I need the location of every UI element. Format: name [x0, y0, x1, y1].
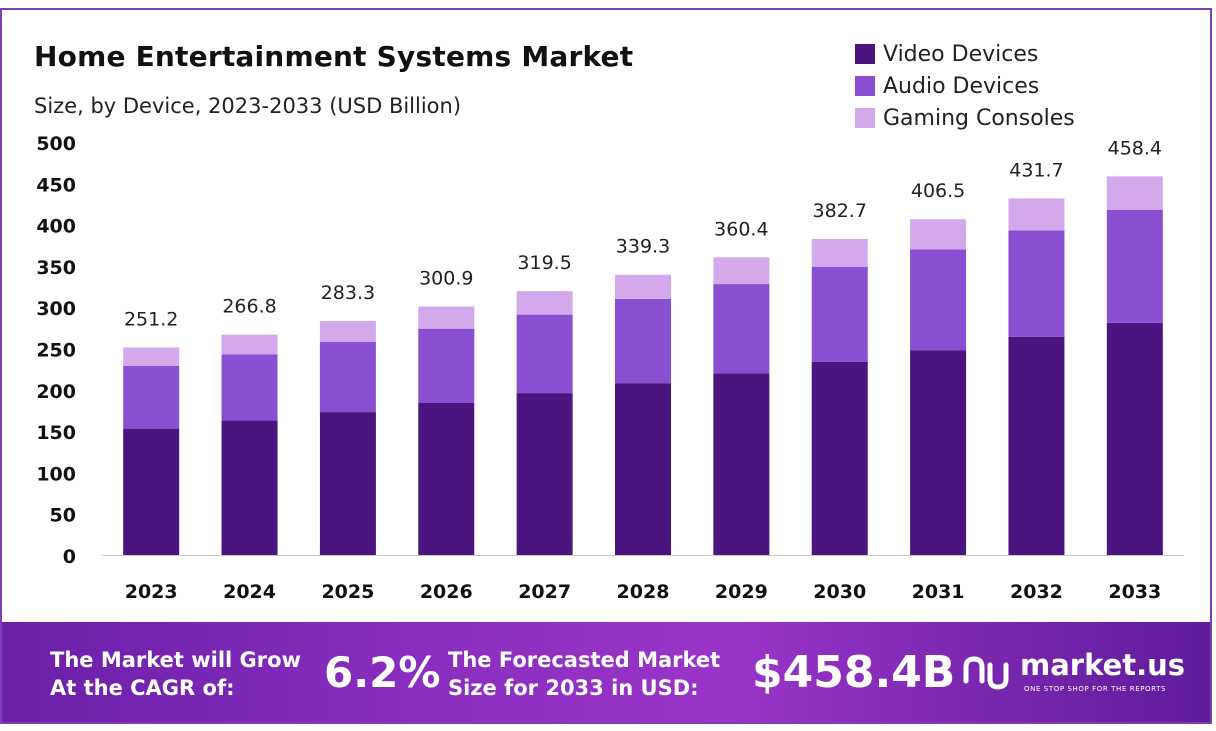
cagr-label: The Market will Grow At the CAGR of: [50, 646, 301, 702]
bar-segment-video-devices [221, 420, 278, 555]
brand-name: market.us [1020, 648, 1186, 682]
bar-segment-gaming-consoles [221, 334, 278, 355]
legend-item-video-devices: Video Devices [855, 38, 1075, 70]
legend-item-audio-devices: Audio Devices [855, 70, 1075, 102]
x-tick-label: 2031 [912, 581, 965, 603]
brand-tagline: ONE STOP SHOP FOR THE REPORTS [1024, 685, 1167, 693]
forecast-label-line1: The Forecasted Market [448, 648, 721, 672]
total-data-label: 360.4 [714, 218, 768, 240]
bar-segment-audio-devices [1008, 230, 1065, 337]
bar-segment-video-devices [811, 361, 868, 555]
chart-card: Home Entertainment Systems Market Size, … [0, 8, 1212, 724]
cagr-label-line2: At the CAGR of: [50, 676, 235, 700]
total-data-label: 382.7 [813, 200, 867, 222]
legend-label: Gaming Consoles [883, 105, 1075, 131]
forecast-label: The Forecasted Market Size for 2033 in U… [448, 646, 720, 702]
y-tick-label: 350 [36, 257, 76, 279]
chart-subtitle: Size, by Device, 2023-2033 (USD Billion) [34, 94, 462, 118]
y-tick-label: 400 [36, 216, 76, 238]
bar-segment-video-devices [615, 383, 671, 555]
bar-segment-audio-devices [516, 314, 573, 394]
bar-segment-audio-devices [910, 249, 967, 351]
bar-segment-gaming-consoles [123, 347, 180, 366]
bar-segment-video-devices [418, 403, 475, 555]
total-data-label: 251.2 [124, 309, 178, 331]
chart-title: Home Entertainment Systems Market [34, 40, 634, 73]
bar-segment-gaming-consoles [713, 257, 770, 285]
bar-segment-video-devices [516, 393, 573, 555]
bar-segment-gaming-consoles [910, 219, 967, 250]
footer-banner: The Market will Grow At the CAGR of: 6.2… [2, 622, 1210, 722]
market-us-logo-icon [963, 656, 1009, 690]
bar-segment-audio-devices [1106, 209, 1163, 323]
x-tick-label: 2033 [1108, 581, 1161, 603]
x-tick-label: 2029 [715, 581, 768, 603]
x-tick-label: 2024 [223, 581, 276, 603]
bar-segment-video-devices [123, 428, 180, 555]
bar-segment-audio-devices [811, 266, 868, 362]
legend-label: Video Devices [883, 41, 1039, 67]
bar-segment-audio-devices [615, 298, 671, 384]
bar-segment-audio-devices [418, 328, 475, 404]
bar-segment-video-devices [1008, 336, 1065, 555]
bar-segment-gaming-consoles [1106, 176, 1163, 210]
bar-segment-video-devices [1106, 322, 1163, 555]
legend: Video Devices Audio Devices Gaming Conso… [855, 38, 1075, 134]
bar-segment-audio-devices [123, 365, 180, 429]
legend-item-gaming-consoles: Gaming Consoles [855, 102, 1075, 134]
cagr-label-line1: The Market will Grow [50, 648, 301, 672]
x-tick-label: 2026 [420, 581, 473, 603]
bar-segment-gaming-consoles [615, 274, 671, 299]
bar-segment-audio-devices [713, 284, 770, 374]
total-data-label: 431.7 [1009, 159, 1063, 181]
forecast-value: $458.4B [752, 647, 956, 698]
stacked-bar-chart: 0 50 100 150 200 250 300 350 400 450 500 251.2 2023 2… [36, 133, 1184, 603]
legend-label: Audio Devices [883, 73, 1040, 99]
total-data-label: 266.8 [222, 296, 276, 318]
total-data-label: 319.5 [517, 252, 571, 274]
y-tick-label: 500 [36, 133, 76, 155]
total-data-label: 283.3 [321, 282, 375, 304]
bar-segment-gaming-consoles [418, 306, 475, 329]
x-tick-label: 2028 [617, 581, 670, 603]
bar-segment-gaming-consoles [1008, 198, 1065, 231]
y-tick-label: 300 [36, 298, 76, 320]
y-tick-label: 50 [50, 505, 76, 527]
forecast-label-line2: Size for 2033 in USD: [448, 676, 699, 700]
total-data-label: 300.9 [419, 267, 473, 289]
bar-segment-audio-devices [319, 341, 376, 413]
y-tick-label: 150 [36, 422, 76, 444]
bar-segment-gaming-consoles [319, 320, 376, 342]
y-tick-label: 450 [36, 174, 76, 196]
legend-swatch [855, 108, 875, 128]
x-tick-label: 2030 [813, 581, 866, 603]
bar-segment-video-devices [319, 412, 376, 555]
bar-segment-gaming-consoles [811, 238, 868, 267]
bar-segment-gaming-consoles [516, 291, 573, 315]
total-data-label: 458.4 [1108, 137, 1162, 159]
bar-segment-video-devices [910, 350, 967, 555]
bar-segment-video-devices [713, 373, 770, 555]
legend-swatch [855, 76, 875, 96]
x-tick-label: 2025 [321, 581, 374, 603]
cagr-value: 6.2% [324, 648, 441, 697]
y-tick-label: 250 [36, 340, 76, 362]
x-tick-label: 2027 [518, 581, 571, 603]
bar-segment-audio-devices [221, 354, 278, 421]
total-data-label: 406.5 [911, 180, 965, 202]
x-tick-label: 2032 [1010, 581, 1063, 603]
y-tick-label: 0 [63, 546, 76, 568]
y-tick-label: 200 [36, 381, 76, 403]
total-data-label: 339.3 [616, 236, 670, 258]
legend-swatch [855, 44, 875, 64]
y-tick-label: 100 [36, 463, 76, 485]
x-tick-label: 2023 [125, 581, 178, 603]
